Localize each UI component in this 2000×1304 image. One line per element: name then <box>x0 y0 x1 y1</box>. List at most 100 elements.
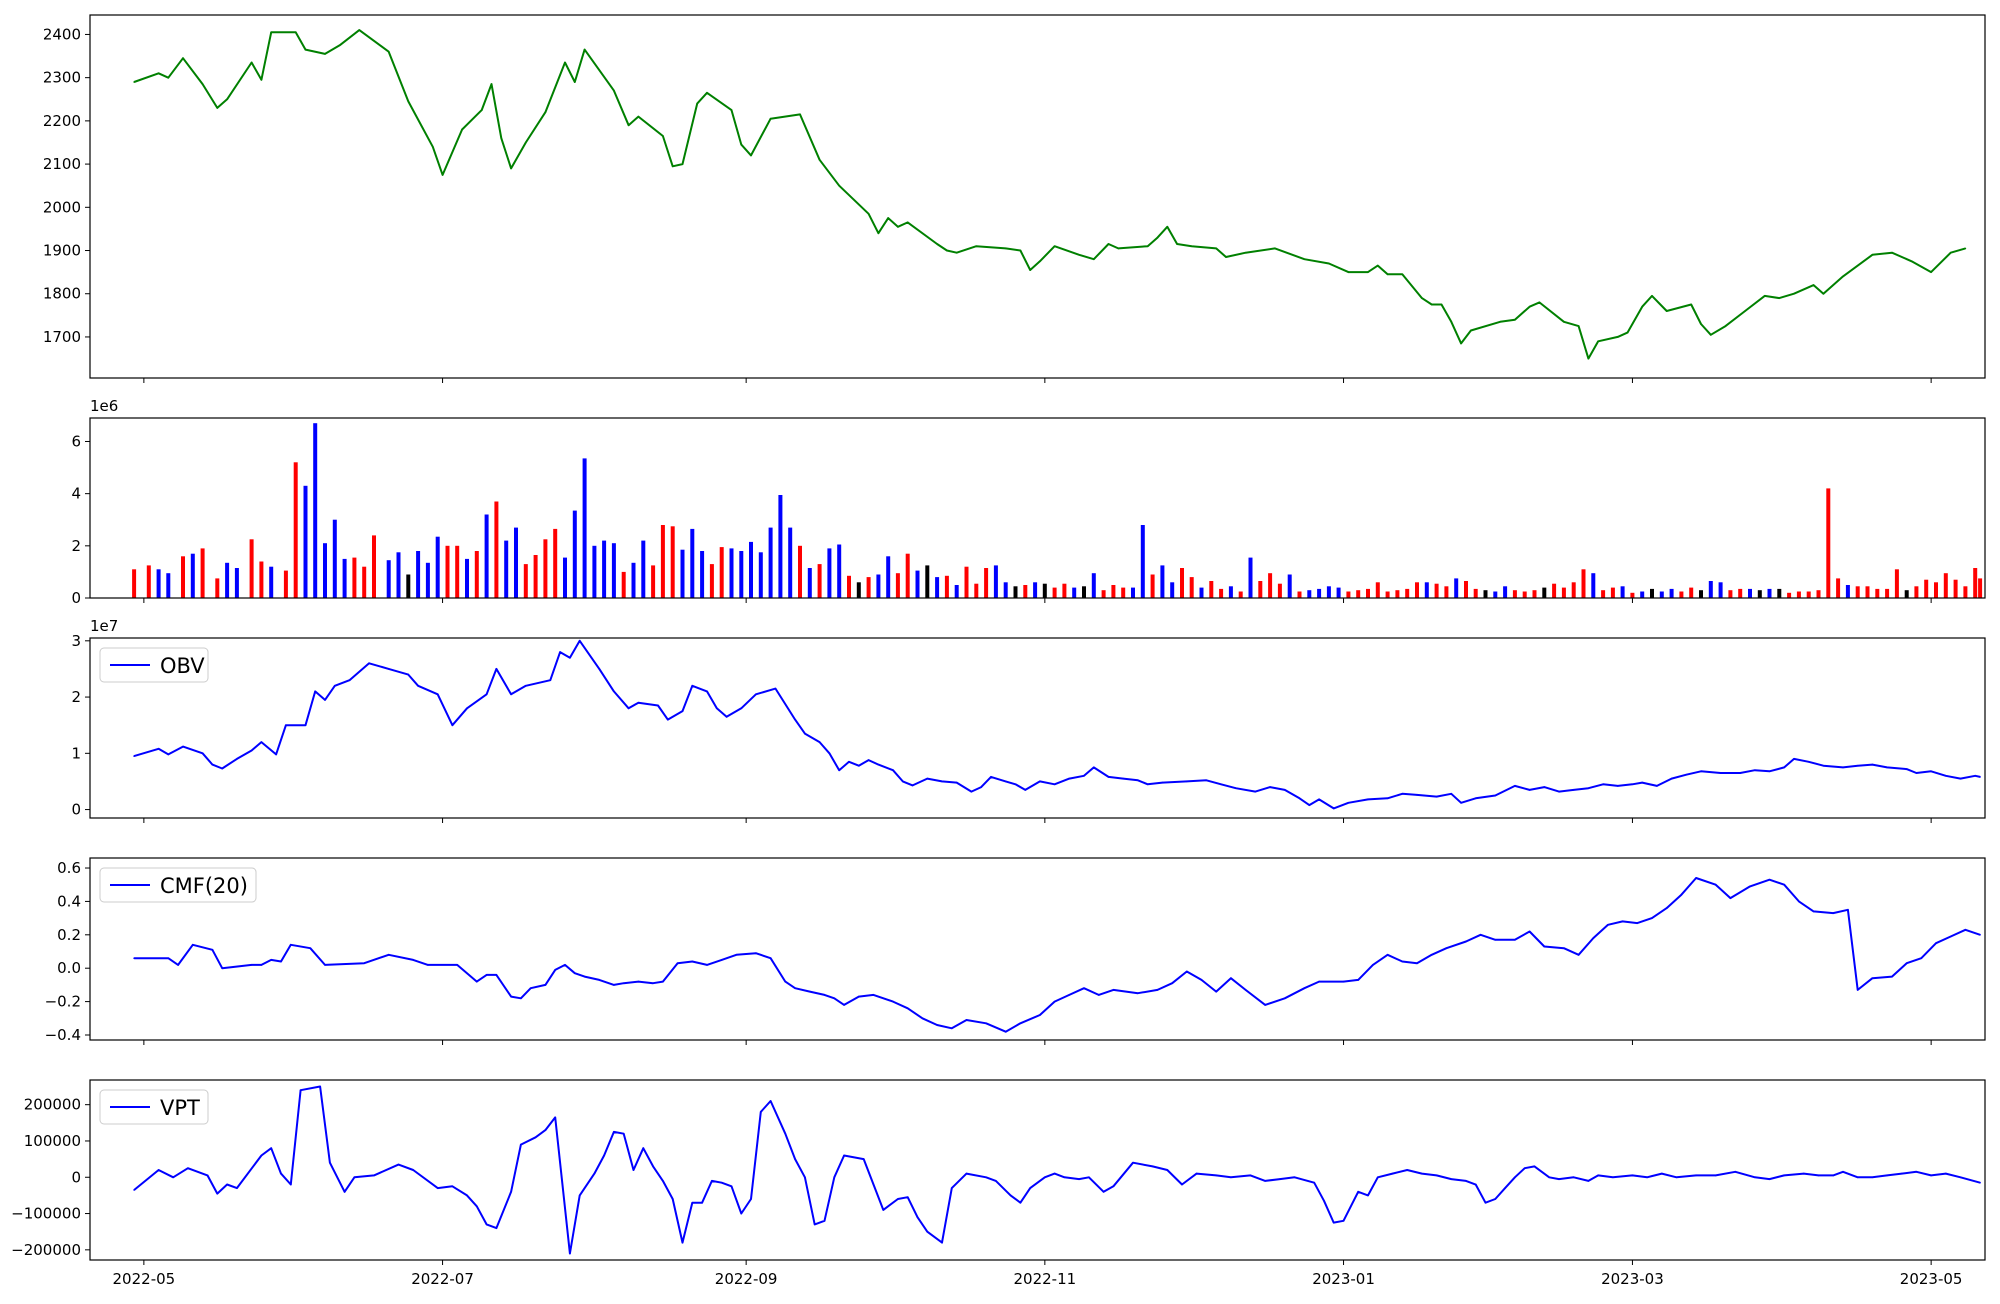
volume-volume-bar <box>1718 582 1723 598</box>
obv-data-point <box>1856 764 1859 767</box>
obv-data-point <box>1930 770 1932 773</box>
vpt-data-point <box>1886 1174 1888 1177</box>
vpt-data-point <box>882 1209 885 1211</box>
volume-volume-bar <box>1650 588 1654 598</box>
volume-volume-bar <box>827 548 832 598</box>
vpt-data-point <box>544 1129 547 1131</box>
volume-volume-bar <box>1277 583 1282 598</box>
volume-ytick-label: 2 <box>71 537 81 555</box>
price-data-point <box>358 29 361 31</box>
obv-legend-box <box>99 647 209 683</box>
vpt-legend: VPT <box>99 1089 209 1125</box>
price-data-point <box>1460 342 1462 345</box>
price-data-point <box>1215 247 1217 250</box>
volume-volume-bar <box>739 551 744 598</box>
volume-axis-offset-label: 1e6 <box>90 397 118 415</box>
cmf-data-point <box>1479 934 1482 936</box>
cmf-data-point <box>412 959 415 961</box>
obv-data-point <box>804 732 806 735</box>
price-data-point <box>324 53 326 55</box>
cmf-data-point <box>1563 947 1565 949</box>
cmf-data-point <box>544 984 547 986</box>
price-data-point <box>769 117 772 120</box>
volume-volume-bar <box>1493 591 1498 598</box>
volume-volume-bar <box>1728 590 1733 598</box>
volume-volume-bar <box>1454 578 1459 598</box>
cmf-data-point <box>1798 900 1800 903</box>
obv-axes-frame <box>89 637 1986 819</box>
volume-volume-bar <box>259 561 264 598</box>
cmf-data-point <box>1891 975 1893 978</box>
obv-data-point <box>324 699 326 701</box>
obv-data-point <box>794 718 796 721</box>
volume-volume-bar <box>1571 582 1576 598</box>
volume-volume-bar <box>1307 590 1312 598</box>
vpt-data-point <box>681 1241 684 1244</box>
obv-data-point <box>1205 779 1208 782</box>
obv-data-point <box>970 790 973 793</box>
price-data-point <box>1710 334 1712 336</box>
cmf-data-point <box>270 959 273 961</box>
cmf-ytick-label: 0.6 <box>57 859 81 877</box>
price-data-point <box>1577 325 1580 327</box>
volume-volume-bar <box>293 462 298 598</box>
vpt-data-point <box>353 1176 356 1179</box>
obv-data-point <box>980 786 982 788</box>
vpt-data-point <box>1832 1174 1834 1177</box>
price-data-point <box>1538 301 1541 304</box>
cmf-data-point <box>564 964 566 966</box>
vpt-data-point <box>1112 1185 1115 1188</box>
volume-volume-bar <box>1062 583 1067 598</box>
volume-volume-bar <box>670 526 675 598</box>
vpt-data-point <box>1019 1201 1022 1204</box>
price-data-point <box>1744 310 1746 312</box>
vpt-data-point <box>1435 1174 1438 1177</box>
volume-volume-bar <box>1121 587 1126 598</box>
cmf-data-point <box>1964 929 1967 931</box>
vpt-data-point <box>995 1180 997 1182</box>
price-data-point <box>681 163 684 165</box>
price-ytick-label: 2000 <box>43 198 81 216</box>
obv-data-point <box>1587 787 1590 789</box>
cmf-data-point <box>1445 947 1448 949</box>
volume-volume-bar <box>1532 590 1537 598</box>
volume-volume-bar <box>200 548 205 598</box>
price-data-point <box>1107 243 1110 245</box>
price-data-point <box>304 48 307 51</box>
vpt-data-point <box>569 1252 571 1255</box>
cmf-ytick-label: 0.4 <box>57 892 81 910</box>
volume-volume-bar <box>1757 590 1762 598</box>
obv-data-point <box>706 690 708 693</box>
price-ytick-label: 1900 <box>43 242 81 260</box>
vpt-data-point <box>1597 1174 1599 1177</box>
price-data-point <box>1146 245 1149 247</box>
price-data-point <box>226 98 228 101</box>
volume-volume-bar <box>1865 586 1870 598</box>
obv-data-point <box>990 776 992 778</box>
volume-volume-bar <box>1659 591 1664 598</box>
volume-volume-bar <box>342 558 347 598</box>
vpt-data-point <box>701 1201 703 1204</box>
price-data-point <box>946 249 948 252</box>
cmf-data-point <box>1636 922 1639 924</box>
volume-volume-bar <box>1199 587 1204 598</box>
price-data-point <box>906 221 909 224</box>
price-data-point <box>1563 321 1565 323</box>
vpt-data-point <box>397 1163 400 1166</box>
cmf-data-point <box>1695 877 1697 879</box>
cmf-data-point <box>324 964 326 966</box>
cmf-data-point <box>456 964 459 966</box>
cmf-data-point <box>1416 962 1418 964</box>
cmf-data-point <box>1871 977 1874 979</box>
obv-data-point <box>867 759 870 761</box>
volume-ytick-label: 4 <box>71 485 81 503</box>
vpt-data-point <box>133 1189 135 1191</box>
obv-data-point <box>1822 764 1825 767</box>
vpt-data-point <box>1367 1194 1369 1197</box>
cmf-data-point <box>495 974 498 976</box>
vpt-data-point <box>270 1147 273 1149</box>
cmf-data-point <box>1156 989 1159 991</box>
volume-volume-bar <box>416 551 421 598</box>
volume-volume-bar <box>1512 590 1517 598</box>
price-data-point <box>838 184 840 187</box>
